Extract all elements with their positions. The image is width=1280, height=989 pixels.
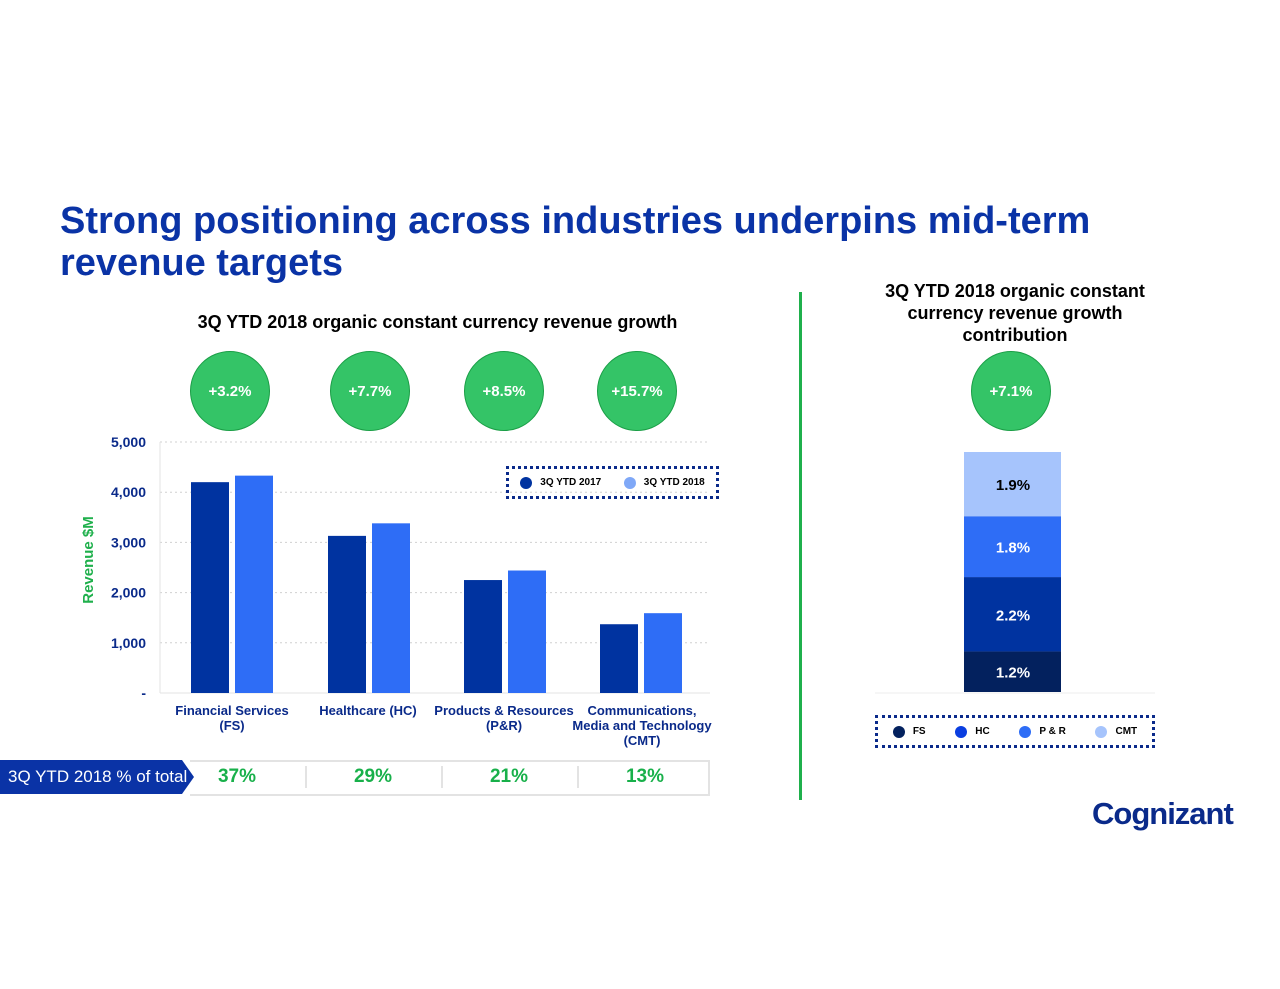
bar-2017-1 (328, 535, 366, 693)
bar-chart-legend: 3Q YTD 2017 3Q YTD 2018 (506, 466, 719, 499)
divider-line (799, 292, 802, 800)
share-row-label: 3Q YTD 2018 % of total (0, 760, 194, 794)
legend-dot-icon (955, 725, 968, 738)
bar-2017-3 (600, 624, 638, 693)
legend-label: 3Q YTD 2018 (643, 477, 705, 488)
segment-label: 1.9% (996, 477, 1030, 494)
growth-bubble-total: +7.1% (971, 351, 1051, 431)
legend-label: CMT (1115, 726, 1138, 737)
y-tick-label: 4,000 (111, 484, 146, 500)
segment-label: 2.2% (996, 607, 1030, 624)
legend-label: 3Q YTD 2017 (540, 477, 602, 488)
legend-label: HC (975, 726, 990, 737)
legend-item-2017: 3Q YTD 2017 (520, 476, 602, 489)
share-row-box (190, 760, 710, 796)
y-tick-label: 5,000 (111, 434, 146, 450)
category-label-pr: Products & Resources (P&R) (434, 703, 574, 733)
share-cmt: 13% (625, 766, 665, 787)
stack-segment-fs (964, 651, 1061, 692)
growth-bubble-fs: +3.2% (190, 351, 270, 431)
y-axis-label: Revenue $M (80, 516, 97, 604)
revenue-bar-chart: Revenue $M - 1,000 2,000 3,000 4,000 5,000 (80, 434, 710, 701)
cognizant-logo: Cognizant (1092, 796, 1234, 831)
share-fs: 37% (217, 766, 257, 787)
category-label-fs: Financial Services (FS) (175, 703, 289, 733)
y-tick-label: 2,000 (111, 585, 146, 601)
share-pr: 21% (489, 766, 529, 787)
y-tick-label: 3,000 (111, 534, 146, 550)
legend-item: CMT (1095, 725, 1138, 738)
bar-2017-0 (191, 482, 229, 693)
segment-label: 1.2% (996, 665, 1030, 682)
left-chart-subtitle: 3Q YTD 2018 organic constant currency re… (197, 312, 678, 332)
right-chart-subtitle: 3Q YTD 2018 organic constant currency re… (885, 281, 1145, 345)
growth-bubble-hc: +7.7% (330, 351, 410, 431)
bar-2018-1 (372, 523, 410, 693)
legend-label: FS (912, 726, 926, 737)
segment-label: 1.8% (996, 540, 1030, 557)
stack-segment-pr (964, 516, 1061, 578)
stack-segment-cmt (964, 452, 1061, 517)
contribution-stacked-bar: 1.2% 2.2% 1.8% 1.9% (875, 452, 1155, 694)
legend-dot-icon (1019, 725, 1032, 738)
bar-2018-0 (235, 475, 273, 693)
legend-dot-icon (623, 476, 636, 489)
legend-label: P & R (1039, 726, 1066, 737)
category-label-cmt: Communications, Media and Technology (CM… (572, 703, 712, 748)
page-title: Strong positioning across industries und… (60, 200, 1091, 284)
growth-bubble-cmt: +15.7% (597, 351, 677, 431)
y-tick-label: - (141, 685, 146, 701)
legend-dot-icon (892, 725, 905, 738)
category-label-hc: Healthcare (HC) (319, 703, 417, 718)
divider (577, 766, 579, 788)
legend-item-2018: 3Q YTD 2018 (623, 476, 705, 489)
legend-item: HC (955, 725, 990, 738)
y-tick-label: 1,000 (111, 635, 146, 651)
bar-2018-3 (644, 613, 682, 693)
legend-item: P & R (1019, 725, 1066, 738)
bar-2017-2 (464, 580, 502, 693)
legend-dot-icon (520, 476, 533, 489)
share-hc: 29% (353, 766, 393, 787)
legend-item: FS (892, 725, 926, 738)
stacked-bar-legend: FS HC P & R CMT (875, 715, 1155, 748)
bar-2018-2 (508, 570, 546, 693)
divider (305, 766, 307, 788)
growth-bubble-pr: +8.5% (464, 351, 544, 431)
stack-segment-hc (964, 577, 1061, 652)
divider (441, 766, 443, 788)
legend-dot-icon (1095, 725, 1108, 738)
